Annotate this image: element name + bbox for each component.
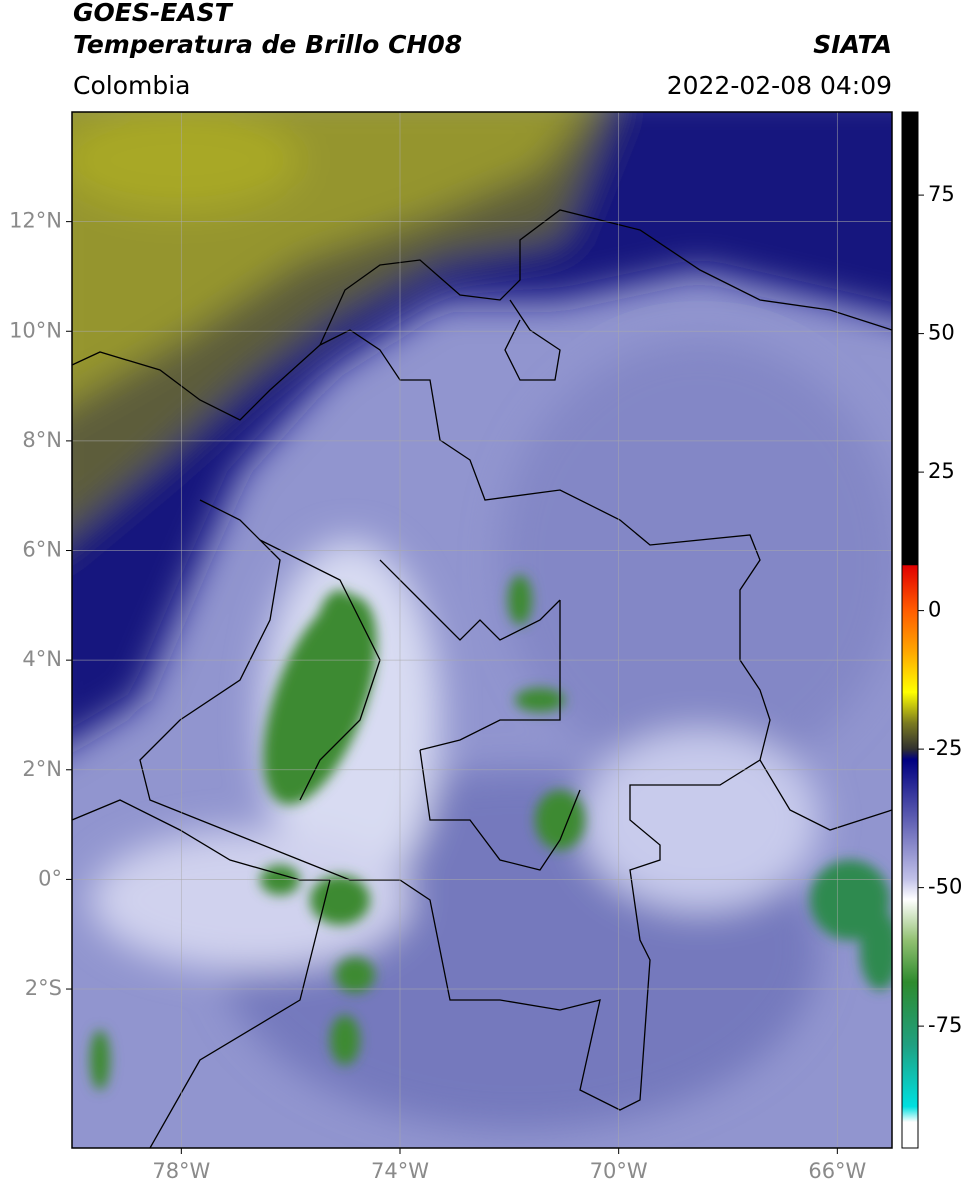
x-tick-label: 78°W: [152, 1159, 210, 1183]
datetime: 2022-02-08 04:09: [667, 71, 892, 100]
y-tick-label: 8°N: [22, 428, 62, 452]
x-tick-label: 74°W: [371, 1159, 429, 1183]
y-tick-label: 4°N: [22, 647, 62, 671]
y-tick-label: 6°N: [22, 538, 62, 562]
source: SIATA: [813, 30, 892, 59]
y-tick-label: 2°N: [22, 757, 62, 781]
colorbar-tick-label: -75: [928, 1013, 962, 1037]
y-tick-label: 10°N: [9, 318, 62, 342]
colorbar: [901, 111, 919, 1149]
y-tick-label: 12°N: [9, 209, 62, 233]
y-tick-label: 2°S: [25, 976, 62, 1000]
grid: [72, 112, 892, 1148]
map-frame: [71, 111, 893, 1149]
borders: [72, 209, 892, 1148]
colorbar-tick-label: 50: [928, 321, 955, 345]
title: GOES-EAST: [73, 0, 234, 27]
x-tick-label: 70°W: [590, 1159, 648, 1183]
colorbar-tick-label: -25: [928, 736, 962, 760]
colorbar-tick-label: 25: [928, 459, 955, 483]
satellite-image: [72, 112, 892, 1148]
x-tick-label: 66°W: [808, 1159, 866, 1183]
colorbar-tick-label: 75: [928, 182, 955, 206]
colorbar-tick-label: -50: [928, 875, 962, 899]
y-tick-label: 0°: [38, 866, 62, 890]
subtitle: Temperatura de Brillo CH08: [73, 30, 462, 59]
colorbar-tick-label: 0: [928, 598, 941, 622]
region: Colombia: [73, 71, 190, 100]
